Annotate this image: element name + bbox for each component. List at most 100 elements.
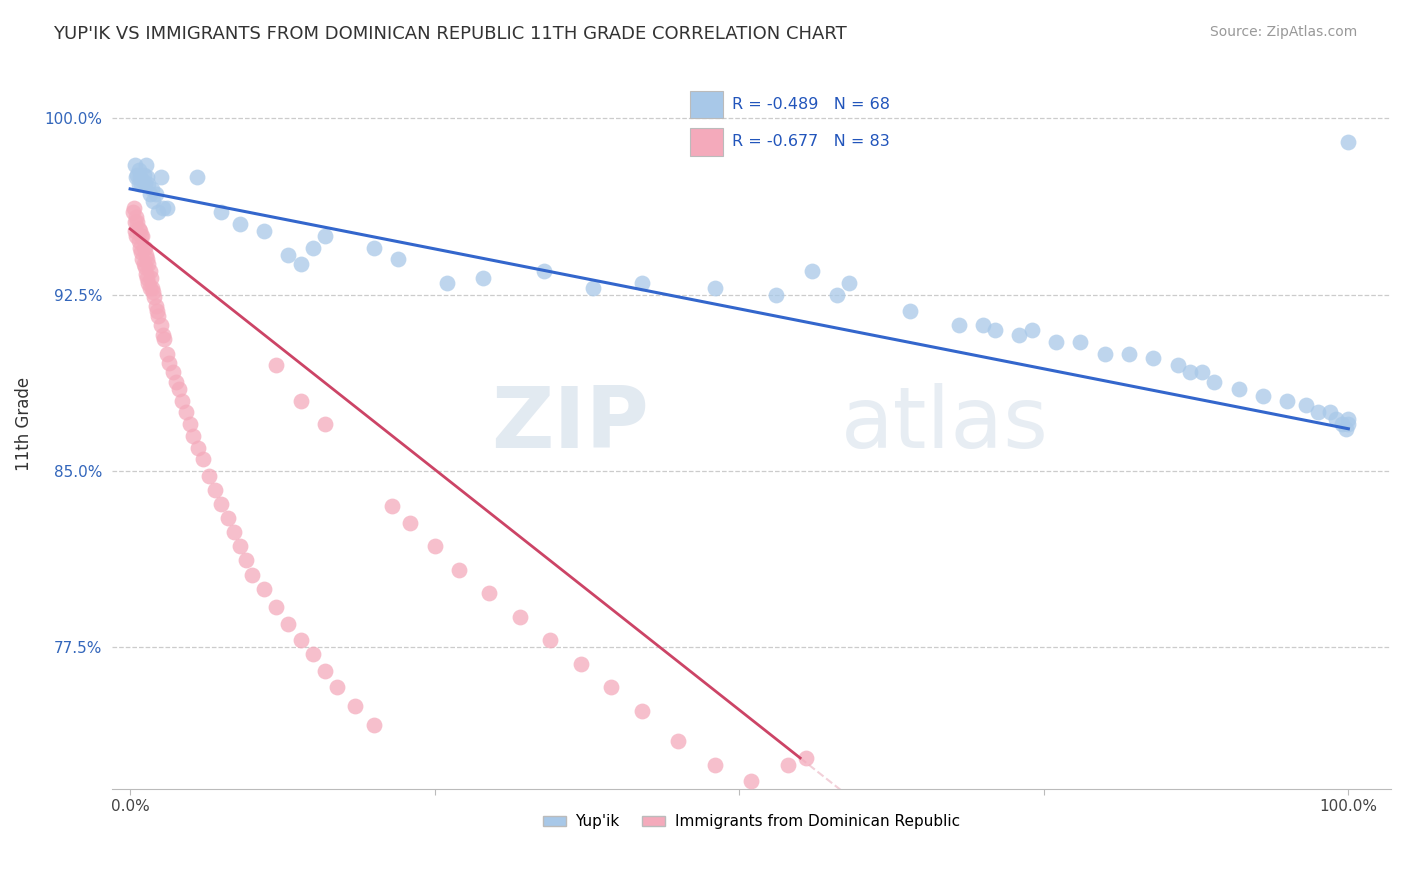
Point: [1277, 393, 1299, 408]
Point: [167, 382, 190, 396]
Point: [153, 333, 176, 347]
Point: [387, 252, 409, 267]
Point: [533, 264, 555, 278]
Point: [948, 318, 970, 333]
Point: [129, 178, 152, 192]
Point: [302, 648, 325, 662]
Point: [135, 267, 157, 281]
Point: [124, 158, 146, 172]
Point: [478, 586, 501, 600]
Point: [129, 229, 152, 244]
Point: [569, 657, 592, 671]
Point: [152, 201, 174, 215]
Point: [765, 287, 787, 301]
Point: [972, 318, 994, 333]
Text: atlas: atlas: [841, 383, 1049, 466]
Point: [131, 252, 153, 267]
Point: [740, 774, 762, 789]
Point: [149, 318, 172, 333]
Point: [121, 205, 143, 219]
Point: [290, 633, 312, 648]
Point: [1295, 398, 1317, 412]
Point: [326, 681, 349, 695]
Point: [204, 483, 226, 497]
Point: [630, 704, 652, 718]
Point: [142, 285, 165, 300]
Point: [703, 758, 725, 772]
Point: [1337, 412, 1360, 426]
Point: [1251, 389, 1274, 403]
Point: [124, 224, 146, 238]
Point: [187, 441, 209, 455]
Point: [1045, 334, 1067, 349]
Point: [146, 304, 169, 318]
Point: [447, 563, 470, 577]
Point: [174, 405, 197, 419]
Point: [172, 393, 194, 408]
Point: [128, 224, 150, 238]
Point: [122, 201, 145, 215]
Point: [129, 245, 152, 260]
Text: YUP'IK VS IMMIGRANTS FROM DOMINICAN REPUBLIC 11TH GRADE CORRELATION CHART: YUP'IK VS IMMIGRANTS FROM DOMINICAN REPU…: [53, 25, 848, 43]
Point: [314, 229, 336, 244]
Point: [1021, 323, 1043, 337]
Point: [1306, 405, 1329, 419]
Point: [125, 170, 148, 185]
Point: [141, 281, 163, 295]
Point: [125, 229, 148, 244]
Point: [1118, 346, 1140, 360]
Point: [139, 271, 162, 285]
Point: [290, 257, 312, 271]
Point: [235, 553, 257, 567]
Point: [138, 178, 160, 192]
Point: [290, 393, 312, 408]
Point: [128, 163, 150, 178]
Point: [127, 168, 149, 182]
Point: [1191, 365, 1213, 379]
Point: [436, 276, 458, 290]
Point: [165, 375, 187, 389]
Point: [127, 215, 149, 229]
Point: [222, 525, 245, 540]
Point: [157, 356, 180, 370]
Point: [423, 539, 446, 553]
Point: [1094, 346, 1116, 360]
Point: [145, 186, 167, 201]
Point: [1167, 359, 1189, 373]
Point: [253, 224, 276, 238]
Point: [1334, 422, 1357, 436]
Point: [145, 300, 167, 314]
Point: [138, 257, 160, 271]
Point: [1324, 412, 1347, 426]
Point: [666, 734, 689, 748]
Point: [211, 205, 233, 219]
Point: [146, 309, 169, 323]
Point: [266, 359, 288, 373]
Point: [143, 290, 166, 304]
Point: [1069, 334, 1091, 349]
Point: [125, 210, 148, 224]
Point: [314, 417, 336, 431]
Point: [134, 178, 156, 192]
Point: [134, 241, 156, 255]
Point: [399, 516, 422, 530]
Point: [1178, 365, 1201, 379]
Point: [1319, 405, 1341, 419]
Point: [277, 248, 299, 262]
Point: [1204, 375, 1226, 389]
Point: [134, 260, 156, 274]
Point: [136, 252, 159, 267]
Point: [136, 170, 159, 185]
Point: [801, 264, 824, 278]
Point: [141, 182, 163, 196]
Y-axis label: 11th Grade: 11th Grade: [15, 377, 32, 471]
Text: Source: ZipAtlas.com: Source: ZipAtlas.com: [1209, 25, 1357, 39]
Point: [363, 241, 385, 255]
Point: [302, 241, 325, 255]
Point: [1337, 417, 1360, 431]
Point: [217, 511, 239, 525]
Point: [135, 158, 157, 172]
Point: [138, 264, 160, 278]
Point: [538, 633, 561, 648]
Point: [1337, 135, 1360, 149]
